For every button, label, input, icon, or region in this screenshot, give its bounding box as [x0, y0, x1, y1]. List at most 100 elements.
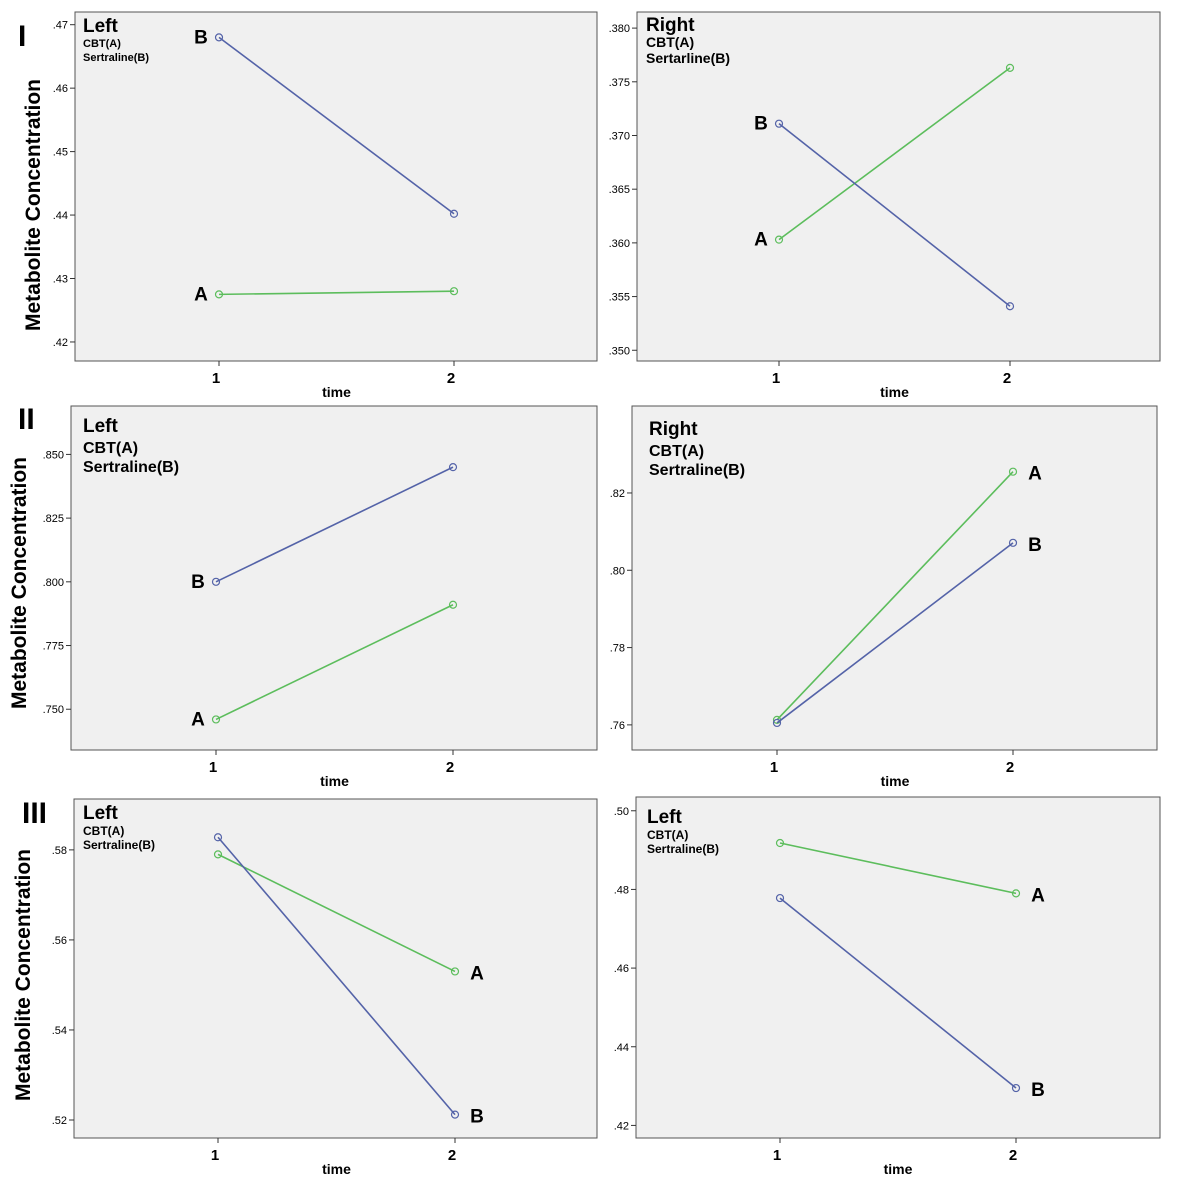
x-tick-label: 1 [773, 1147, 781, 1164]
y-tick-label: .47 [53, 20, 68, 32]
y-tick-label: .46 [53, 83, 68, 95]
y-tick-label: .775 [43, 641, 64, 653]
data-point-B-2 [1008, 538, 1018, 547]
panel-legend-line: CBT(A) [83, 824, 124, 838]
y-tick-label: .350 [609, 345, 630, 357]
y-tick-label: .45 [53, 147, 68, 159]
y-tick-label: .360 [609, 238, 630, 250]
x-tick-label: 1 [211, 1147, 219, 1164]
y-tick-label: .54 [52, 1025, 67, 1037]
data-point-B-1 [214, 33, 224, 42]
row-label-3: III [22, 797, 47, 830]
x-axis-label: time [884, 1161, 913, 1177]
x-tick-label: 1 [770, 759, 778, 776]
data-point-A-2 [450, 967, 460, 976]
chart-panel-4: .76 .78 .80 .82 1 2 time Right CBT(A) Sertraline(… [610, 405, 1158, 789]
series-label-B: B [470, 1107, 484, 1128]
data-point-A-2 [1005, 63, 1015, 72]
plot-area [636, 11, 1161, 362]
y-tick-label: .58 [52, 845, 67, 857]
plot-area [74, 11, 598, 362]
series-line-A [218, 290, 455, 296]
y-tick-label: .78 [610, 643, 625, 655]
y-tick-label: .850 [43, 449, 64, 461]
y-tick-label: .44 [53, 210, 68, 222]
panel-legend-line: Sertraline(B) [83, 52, 149, 64]
panel-title: Right [649, 419, 698, 440]
series-line-A [776, 471, 1014, 721]
data-point-B-1 [775, 893, 785, 903]
data-point-B-1 [213, 833, 223, 842]
series-line-B [218, 36, 455, 215]
panel-title: Left [647, 807, 683, 828]
y-tick-label: .825 [43, 513, 64, 525]
x-tick-label: 2 [448, 1147, 456, 1164]
panel-title: Left [83, 803, 119, 824]
x-tick-label: 1 [212, 370, 220, 387]
y-tick-label: .42 [614, 1120, 629, 1132]
panel-legend-line: CBT(A) [649, 443, 704, 460]
y-tick-label: .370 [609, 130, 630, 142]
series-label-B: B [1028, 535, 1042, 556]
data-point-A-2 [449, 287, 459, 296]
y-tick-label: .82 [610, 488, 625, 500]
data-point-B-1 [774, 119, 784, 128]
series-label-B: B [754, 114, 768, 135]
x-tick-label: 2 [446, 759, 454, 776]
y-tick-label: .52 [52, 1115, 67, 1127]
x-axis-label: time [880, 384, 909, 400]
y-tick-label: .48 [614, 884, 629, 896]
chart-panel-6: .42 .44 .46 .48 .50 1 2 time LeftCBT(A)Sertralin… [614, 796, 1161, 1177]
x-axis-label: time [322, 1161, 351, 1177]
panel-legend-line: Sertraline(B) [83, 459, 179, 476]
series-line-B [217, 836, 456, 1116]
data-point-A-1 [211, 715, 221, 724]
panel-title: Left [83, 416, 119, 437]
series-label-A: A [194, 284, 208, 305]
series-label-A: A [191, 709, 205, 730]
panel-legend-line: Sertraline(B) [83, 838, 155, 852]
data-point-A-2 [448, 600, 458, 609]
data-point-B-2 [1011, 1083, 1021, 1093]
y-tick-label: .76 [610, 720, 625, 732]
x-tick-label: 1 [772, 370, 780, 387]
data-point-B-1 [211, 577, 221, 586]
y-tick-label: .80 [610, 565, 625, 577]
y-tick-label: .365 [609, 184, 630, 196]
data-point-A-2 [1011, 889, 1021, 898]
series-line-A [779, 842, 1017, 895]
y-tick-label: .380 [609, 23, 630, 35]
panel-title: Left [83, 16, 119, 37]
y-axis-label: Metabolite Concentration [8, 457, 31, 709]
data-point-A-2 [1008, 467, 1018, 476]
plot-area [70, 405, 598, 751]
y-tick-label: .750 [43, 704, 64, 716]
chart-panel-3: .750 .775 .800 .825 .850 1 2 time Metabolite Con… [8, 405, 598, 789]
y-tick-label: .375 [609, 77, 630, 89]
series-label-A: A [1031, 885, 1045, 906]
series-label-B: B [194, 27, 208, 48]
y-tick-label: .42 [53, 337, 68, 349]
y-axis-label: Metabolite Concentration [22, 79, 45, 331]
panel-legend-line: CBT(A) [647, 828, 688, 842]
x-axis-label: time [881, 773, 910, 789]
panel-legend-line: CBT(A) [83, 440, 138, 457]
series-line-A [217, 853, 456, 973]
x-tick-label: 1 [209, 759, 217, 776]
x-axis-label: time [320, 773, 349, 789]
x-tick-label: 2 [447, 370, 455, 387]
chart-panel-5: .52 .54 .56 .58 1 2 time Metabolite Concentrati… [12, 798, 598, 1177]
series-label-B: B [191, 572, 205, 593]
series-line-A [778, 67, 1011, 241]
series-label-A: A [1028, 464, 1042, 485]
series-label-A: A [754, 230, 768, 251]
series-label-B: B [1031, 1080, 1045, 1101]
panel-title: Right [646, 15, 695, 36]
series-line-A [215, 604, 454, 721]
panel-legend-line: CBT(A) [646, 34, 694, 50]
x-tick-label: 2 [1006, 759, 1014, 776]
plot-area [635, 796, 1161, 1139]
panel-legend-line: Sertraline(B) [649, 462, 745, 479]
row-label-1: I [18, 20, 26, 53]
